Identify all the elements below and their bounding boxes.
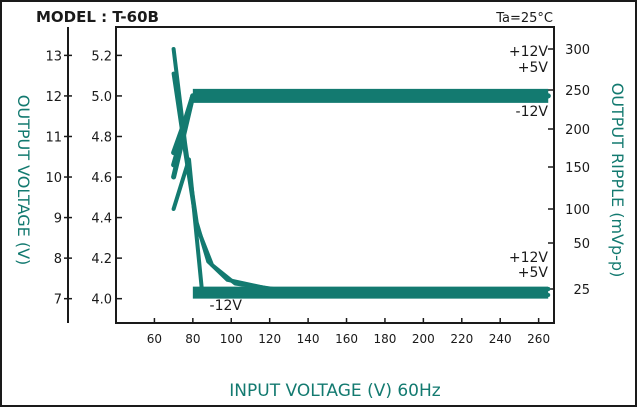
series-label-voltage-plus5: +5V (518, 60, 549, 76)
x-tick-label: 160 (335, 332, 358, 346)
series-label-ripple-plus5: +5V (518, 265, 549, 281)
y-left-inner-tick-label: 4.6 (91, 171, 112, 186)
series-label-ripple-plus12: +12V (509, 250, 549, 266)
series-line (171, 71, 551, 291)
plot-frame (115, 26, 555, 324)
y-left-outer-tick-label: 10 (45, 171, 62, 186)
x-tick-label: 220 (450, 332, 473, 346)
x-axis-label: INPUT VOLTAGE (V) 60Hz (229, 381, 440, 401)
y-left-outer-tick-label: 9 (54, 212, 62, 227)
temperature-label: Ta=25°C (495, 11, 553, 26)
series-line (171, 47, 551, 291)
series-label-ripple-minus12: -12V (210, 298, 243, 314)
x-tick-label: 200 (412, 332, 435, 346)
y-axis-left-label: OUTPUT VOLTAGE (V) (14, 95, 33, 265)
y-right-tick-label: 200 (565, 123, 590, 138)
series-label-voltage-minus12: -12V (516, 104, 549, 120)
y-left-inner-tick-label: 4.8 (91, 130, 112, 145)
x-tick-label: 180 (373, 332, 396, 346)
y-right-tick-label: 150 (565, 161, 590, 176)
series-line (171, 93, 551, 156)
y-right-tick-label: 250 (565, 84, 590, 99)
model-label: MODEL : T-60B (36, 8, 159, 26)
series-line (171, 157, 551, 297)
series-label-layer: +12V+5V-12V+12V+5V-12V (210, 44, 549, 314)
y-left-outer-tick-label: 7 (54, 293, 62, 308)
y-left-inner-tick-label: 5.2 (91, 49, 112, 64)
y-left-outer-tick-label: 12 (45, 90, 62, 105)
y-right-tick-label: 100 (565, 203, 590, 218)
series-line (171, 93, 551, 180)
x-tick-label: 60 (147, 332, 162, 346)
x-tick-label: 240 (489, 332, 512, 346)
x-tick-label: 120 (258, 332, 281, 346)
x-tick-label: 100 (220, 332, 243, 346)
y-right-tick-label: 300 (565, 43, 590, 58)
series-line (171, 93, 551, 168)
y-left-outer-tick-label: 11 (45, 130, 62, 145)
x-tick-label: 260 (527, 332, 550, 346)
y-axis-right-label: OUTPUT RIPPLE (mVp-p) (608, 83, 627, 278)
y-left-outer-tick-label: 8 (54, 252, 62, 267)
y-left-inner-tick-label: 5.0 (91, 90, 112, 105)
curve-layer (171, 47, 551, 299)
x-tick-label: 140 (297, 332, 320, 346)
y-right-tick-label: 50 (573, 237, 590, 252)
y-left-inner-tick-label: 4.0 (91, 293, 112, 308)
y-left-inner-tick-label: 4.2 (91, 252, 112, 267)
y-left-outer-tick-label: 13 (45, 49, 62, 64)
tick-layer: 60 80 100 120 140 160 180 200 220 240 260 7 8 9 10 11 12… (45, 43, 590, 346)
y-left-inner-tick-label: 4.4 (91, 212, 112, 227)
series-label-voltage-plus12: +12V (509, 44, 549, 60)
x-tick-label: 80 (185, 332, 200, 346)
y-right-tick-label: 25 (573, 283, 590, 298)
